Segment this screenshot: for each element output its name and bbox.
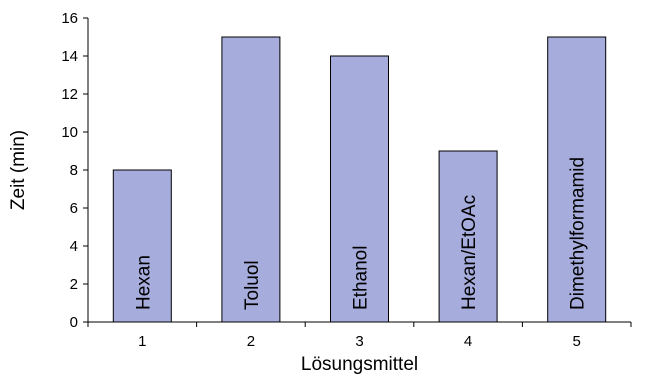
y-tick-label: 14 <box>61 48 78 65</box>
bar-label: Toluol <box>242 260 263 310</box>
x-tick-label: 4 <box>464 333 472 350</box>
bars <box>112 36 607 323</box>
x-tick-label: 3 <box>355 333 363 350</box>
x-axis-ticks: 1 2 3 4 5 <box>87 322 632 350</box>
y-tick-label: 4 <box>70 238 78 255</box>
y-tick-label: 2 <box>70 276 78 293</box>
bar-labels: Hexan Toluol Ethanol Hexan/EtOAc Dimethylfor… <box>133 157 588 310</box>
x-axis-title: Lösungsmittel <box>301 354 418 375</box>
y-tick-label: 12 <box>61 86 78 103</box>
x-tick-label: 1 <box>138 333 146 350</box>
x-tick-label: 2 <box>247 333 255 350</box>
y-axis-ticks: 0 2 4 6 8 10 12 14 16 <box>61 10 88 331</box>
y-tick-label: 8 <box>70 162 78 179</box>
y-tick-label: 0 <box>70 314 78 331</box>
bar-label: Hexan <box>133 255 154 310</box>
y-tick-label: 6 <box>70 200 78 217</box>
bar <box>112 169 172 323</box>
bar-label: Dimethylformamid <box>568 157 589 310</box>
bar-label: Ethanol <box>351 246 372 310</box>
y-tick-label: 10 <box>61 124 78 141</box>
x-tick-label: 5 <box>573 333 581 350</box>
y-axis-title: Zeit (min) <box>8 130 29 210</box>
y-tick-label: 16 <box>61 10 78 27</box>
bar-label: Hexan/EtOAc <box>459 195 480 310</box>
